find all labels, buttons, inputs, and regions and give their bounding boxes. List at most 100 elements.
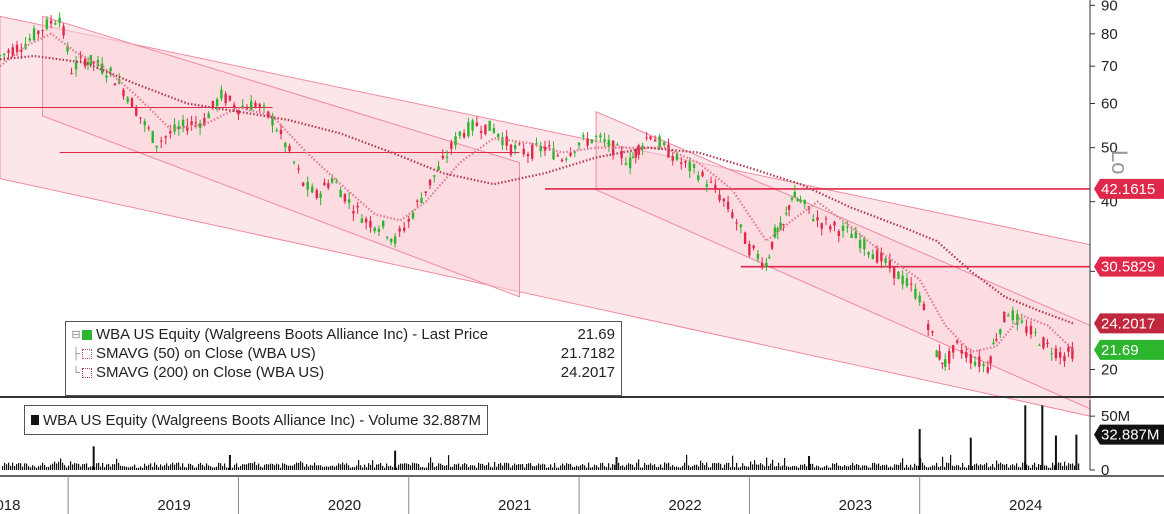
- volume-bar: [590, 467, 592, 470]
- volume-bar: [926, 467, 928, 470]
- candle-body: [450, 142, 453, 149]
- volume-bar: [864, 465, 866, 470]
- volume-bar: [824, 466, 826, 470]
- volume-bar: [470, 465, 472, 470]
- volume-bar: [580, 465, 582, 470]
- volume-bar: [1034, 462, 1036, 470]
- candle-body: [735, 222, 738, 224]
- candle-body: [113, 83, 117, 86]
- candle-body: [663, 142, 666, 146]
- volume-spike: [228, 454, 231, 470]
- candle-body: [275, 130, 278, 132]
- volume-bar: [888, 467, 890, 470]
- collapse-icon[interactable]: ⊟: [71, 329, 81, 341]
- volume-bar: [346, 463, 348, 470]
- volume-bar: [506, 462, 508, 470]
- price-tag-label: 42.1615: [1101, 181, 1155, 198]
- volume-bar: [530, 463, 532, 470]
- volume-bar: [960, 467, 962, 470]
- volume-bar: [352, 467, 354, 470]
- volume-bar: [802, 464, 804, 470]
- volume-bar: [86, 463, 88, 470]
- volume-bar: [60, 458, 62, 470]
- price-legend: ⊟ WBA US Equity (Walgreens Boots Allianc…: [65, 321, 622, 396]
- candle-body: [880, 252, 883, 262]
- candle-body: [722, 198, 726, 202]
- volume-bar: [622, 465, 624, 470]
- volume-bar: [754, 460, 756, 470]
- candle-body: [232, 104, 236, 109]
- y-tick-label: 50: [1101, 140, 1118, 157]
- volume-bar: [974, 464, 976, 470]
- candle-body: [45, 19, 49, 29]
- volume-bar: [734, 467, 736, 470]
- volume-bar: [912, 467, 914, 470]
- candle-body: [360, 218, 364, 223]
- volume-bar: [684, 462, 686, 470]
- volume-bar: [758, 464, 760, 470]
- volume-bar: [454, 464, 456, 470]
- volume-tick-label: 0: [1101, 462, 1109, 479]
- volume-bar: [604, 466, 606, 470]
- candle-body: [539, 145, 542, 152]
- candle-body: [262, 105, 266, 107]
- candle-body: [433, 175, 436, 177]
- volume-bar: [644, 462, 646, 470]
- candle-body: [649, 136, 652, 140]
- volume-bar: [786, 466, 788, 470]
- x-tick-label: 2019: [157, 497, 190, 514]
- volume-bar: [908, 467, 910, 470]
- candle-body: [458, 131, 462, 136]
- candle-body: [560, 159, 564, 162]
- candle-body: [323, 182, 326, 186]
- volume-bar: [4, 462, 6, 470]
- volume-bar: [932, 465, 934, 470]
- volume-legend: WBA US Equity (Walgreens Boots Alliance …: [24, 405, 488, 435]
- volume-bar: [20, 463, 22, 470]
- volume-bar: [718, 462, 720, 470]
- volume-bar: [872, 463, 874, 470]
- volume-bar: [1000, 462, 1002, 470]
- volume-bar: [90, 466, 92, 470]
- candle-body: [190, 121, 193, 126]
- candle-body: [0, 55, 2, 57]
- volume-bar: [834, 463, 836, 470]
- candle-body: [70, 73, 73, 75]
- volume-bar: [950, 454, 952, 470]
- candle-body: [194, 122, 198, 124]
- volume-bar: [198, 463, 200, 470]
- candle-body: [11, 47, 14, 56]
- candle-body: [548, 145, 551, 147]
- volume-bar: [414, 463, 416, 470]
- sma50-label: SMAVG (50) on Close (WBA US): [96, 345, 316, 362]
- volume-bar: [740, 466, 742, 470]
- volume-bar: [630, 463, 632, 470]
- volume-bar: [794, 465, 796, 470]
- volume-bar: [196, 467, 198, 470]
- candle-body: [1007, 315, 1010, 317]
- volume-bar: [628, 463, 630, 470]
- sma50-value: 21.7182: [560, 345, 615, 362]
- volume-bar: [166, 463, 168, 470]
- volume-spike: [1024, 405, 1027, 470]
- volume-bar: [956, 465, 958, 470]
- volume-bar: [862, 465, 864, 470]
- candle-body: [782, 224, 785, 226]
- volume-spike: [1075, 434, 1078, 470]
- volume-bar: [676, 466, 678, 470]
- volume-bar: [952, 465, 954, 470]
- volume-bar: [404, 463, 406, 470]
- volume-bar: [994, 467, 996, 470]
- volume-bar: [930, 466, 932, 470]
- volume-bar: [476, 467, 478, 470]
- volume-bar: [2, 466, 4, 470]
- candle-body: [139, 117, 142, 119]
- volume-bar: [744, 465, 746, 470]
- volume-bar: [204, 466, 206, 470]
- candle-body: [284, 142, 287, 148]
- candle-body: [935, 350, 938, 358]
- volume-bar: [670, 466, 672, 470]
- volume-bar: [344, 464, 346, 470]
- volume-bar: [132, 466, 134, 470]
- volume-bar: [696, 464, 698, 470]
